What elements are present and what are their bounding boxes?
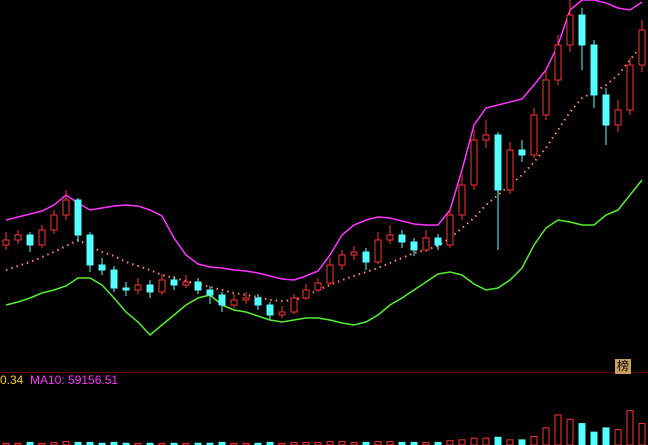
candle-body	[494, 134, 502, 191]
candle-body	[242, 297, 250, 301]
candle-body	[374, 239, 382, 263]
candle-body	[134, 284, 142, 291]
volume-bar	[638, 423, 646, 445]
middle-band	[5, 44, 643, 303]
candle-body	[626, 64, 634, 111]
candle-body	[62, 199, 70, 216]
candle-body	[506, 149, 514, 191]
badge: 榜	[617, 358, 629, 373]
candle-body	[122, 287, 130, 291]
candle-body	[14, 234, 22, 241]
candle-body	[386, 234, 394, 241]
indicator-fragment: 0.34	[0, 373, 24, 387]
candle-body	[194, 281, 202, 291]
candle-body	[182, 281, 190, 286]
upper-band	[5, 0, 643, 281]
price-panel	[2, 0, 646, 337]
candle-body	[434, 237, 442, 246]
candle-body	[278, 311, 286, 316]
candle-body	[50, 214, 58, 231]
volume-bar	[446, 440, 454, 445]
candle-body	[110, 269, 118, 289]
candle-body	[470, 139, 478, 186]
candle-body	[326, 264, 334, 284]
candle-body	[422, 237, 430, 251]
candle-body	[302, 289, 310, 299]
lower-band	[5, 179, 643, 337]
candle-body	[206, 289, 214, 296]
candle-body	[542, 79, 550, 116]
volume-bar	[554, 414, 562, 445]
candle-body	[230, 299, 238, 306]
candle-body	[218, 294, 226, 306]
volume-bar	[518, 439, 526, 445]
candle-body	[170, 279, 178, 286]
candle-body	[74, 199, 82, 236]
volume-bar	[542, 427, 550, 445]
candle-body	[98, 264, 106, 271]
volume-bar	[590, 431, 598, 445]
candle-body	[2, 239, 10, 246]
volume-bar	[614, 429, 622, 445]
volume-bar	[386, 441, 394, 445]
candle-body	[38, 229, 46, 246]
candle-body	[266, 304, 274, 316]
volume-bar	[458, 439, 466, 445]
candle-body	[530, 114, 538, 156]
candle-body	[518, 149, 526, 156]
candle-body	[482, 134, 490, 141]
candle-body	[458, 184, 466, 216]
candle-body	[158, 279, 166, 293]
volume-bar	[578, 423, 586, 445]
candle-body	[314, 282, 322, 291]
candle-body	[146, 284, 154, 293]
candle-body	[362, 251, 370, 263]
candle-body	[554, 44, 562, 81]
volume-bar	[326, 441, 334, 445]
candle-body	[578, 14, 586, 46]
volume-bar	[494, 436, 502, 445]
volume-bar	[602, 427, 610, 445]
candle-body	[398, 234, 406, 243]
volume-bar	[338, 441, 346, 445]
volume-bar	[62, 441, 70, 445]
badge-box	[615, 359, 631, 374]
candle-body	[590, 44, 598, 96]
candle-body	[254, 297, 262, 306]
candle-body	[26, 234, 34, 246]
candle-body	[638, 29, 646, 66]
candle-body	[86, 234, 94, 266]
volume-bar	[374, 441, 382, 445]
volume-bar	[506, 439, 514, 445]
candle-body	[338, 254, 346, 266]
volume-bar	[626, 410, 634, 445]
candle-body	[614, 109, 622, 126]
candle-body	[602, 94, 610, 126]
candle-body	[446, 214, 454, 246]
candle-body	[350, 251, 358, 256]
candle-body	[290, 297, 298, 313]
candle-body	[566, 14, 574, 46]
indicator-ma10: MA10: 59156.51	[30, 373, 118, 387]
candle-body	[410, 241, 418, 251]
